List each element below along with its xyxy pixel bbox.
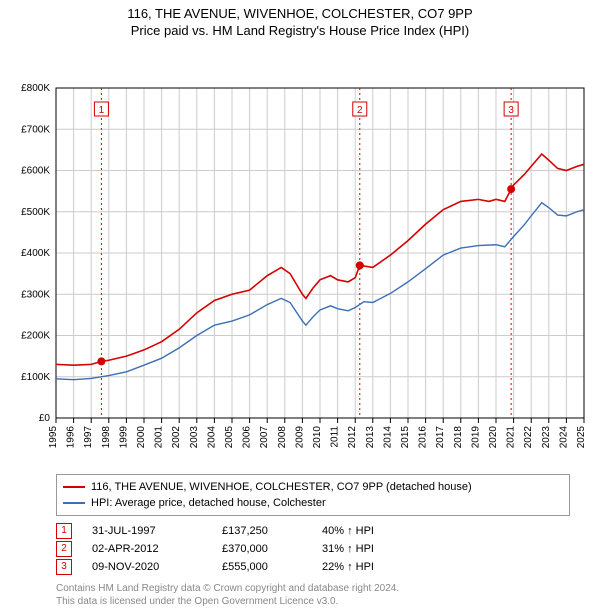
sales-price: £555,000 [222, 558, 322, 576]
sales-row-2: 2 02-APR-2012£370,00031% ↑ HPI [56, 540, 570, 558]
svg-text:1995: 1995 [48, 426, 59, 449]
attribution: Contains HM Land Registry data © Crown c… [56, 582, 570, 616]
svg-text:2016: 2016 [418, 426, 429, 449]
legend-swatch [63, 502, 85, 504]
svg-text:£0: £0 [39, 413, 51, 424]
legend-swatch [63, 486, 85, 488]
svg-text:2003: 2003 [189, 426, 200, 449]
svg-text:£800K: £800K [21, 83, 50, 94]
sales-price: £137,250 [222, 522, 322, 540]
sales-pct: 40% ↑ HPI [322, 522, 442, 540]
svg-text:2020: 2020 [488, 426, 499, 449]
chart-title-main: 116, THE AVENUE, WIVENHOE, COLCHESTER, C… [0, 6, 600, 21]
svg-text:2006: 2006 [242, 426, 253, 449]
legend-label: 116, THE AVENUE, WIVENHOE, COLCHESTER, C… [91, 479, 472, 495]
chart-title-sub: Price paid vs. HM Land Registry's House … [0, 23, 600, 38]
price-chart: £0 £100K £200K £300K £400K £500K £600K £700K £80… [0, 38, 600, 468]
svg-text:2011: 2011 [330, 426, 341, 448]
svg-text:2: 2 [357, 105, 363, 116]
sale-dot-1 [97, 357, 105, 365]
sales-row-1: 1 31-JUL-1997£137,25040% ↑ HPI [56, 522, 570, 540]
legend-item-1: HPI: Average price, detached house, Colc… [63, 495, 563, 511]
svg-text:£200K: £200K [21, 331, 50, 342]
svg-text:1: 1 [99, 105, 105, 116]
sales-price: £370,000 [222, 540, 322, 558]
svg-text:2021: 2021 [506, 426, 517, 449]
svg-text:2023: 2023 [541, 426, 552, 449]
svg-text:2025: 2025 [576, 426, 587, 449]
svg-text:2010: 2010 [312, 426, 323, 449]
sales-table: 1 31-JUL-1997£137,25040% ↑ HPI 2 02-APR-201… [56, 522, 570, 576]
sales-pct: 31% ↑ HPI [322, 540, 442, 558]
svg-text:2019: 2019 [470, 426, 481, 449]
svg-text:£500K: £500K [21, 207, 50, 218]
sales-date: 02-APR-2012 [92, 540, 222, 558]
svg-text:2005: 2005 [224, 426, 235, 449]
svg-text:2004: 2004 [206, 426, 217, 449]
svg-text:£300K: £300K [21, 289, 50, 300]
sale-dot-2 [356, 261, 364, 269]
svg-text:2008: 2008 [277, 426, 288, 449]
legend-label: HPI: Average price, detached house, Colc… [91, 495, 326, 511]
svg-text:2002: 2002 [171, 426, 182, 449]
attribution-line2: This data is licensed under the Open Gov… [56, 595, 570, 608]
sale-dot-3 [507, 185, 515, 193]
sales-date: 09-NOV-2020 [92, 558, 222, 576]
sales-pct: 22% ↑ HPI [322, 558, 442, 576]
svg-text:£700K: £700K [21, 124, 50, 135]
svg-text:1998: 1998 [101, 426, 112, 449]
svg-text:£600K: £600K [21, 166, 50, 177]
svg-text:£400K: £400K [21, 248, 50, 259]
svg-text:2015: 2015 [400, 426, 411, 449]
svg-text:2022: 2022 [523, 426, 534, 449]
svg-text:2013: 2013 [365, 426, 376, 449]
svg-text:2007: 2007 [259, 426, 270, 449]
svg-text:2024: 2024 [558, 426, 569, 449]
attribution-line1: Contains HM Land Registry data © Crown c… [56, 582, 570, 595]
sales-marker: 3 [56, 559, 72, 575]
svg-text:1996: 1996 [66, 426, 77, 449]
sales-marker: 1 [56, 523, 72, 539]
sales-marker: 2 [56, 541, 72, 557]
svg-text:2014: 2014 [382, 426, 393, 449]
svg-text:2009: 2009 [294, 426, 305, 449]
svg-text:£100K: £100K [21, 372, 50, 383]
svg-text:2001: 2001 [154, 426, 165, 449]
svg-text:2018: 2018 [453, 426, 464, 449]
svg-text:2000: 2000 [136, 426, 147, 449]
sales-row-3: 3 09-NOV-2020£555,00022% ↑ HPI [56, 558, 570, 576]
svg-text:2012: 2012 [347, 426, 358, 449]
svg-text:3: 3 [508, 105, 514, 116]
legend: 116, THE AVENUE, WIVENHOE, COLCHESTER, C… [56, 474, 570, 516]
svg-text:1997: 1997 [83, 426, 94, 449]
legend-item-0: 116, THE AVENUE, WIVENHOE, COLCHESTER, C… [63, 479, 563, 495]
svg-text:1999: 1999 [118, 426, 129, 449]
sales-date: 31-JUL-1997 [92, 522, 222, 540]
svg-text:2017: 2017 [435, 426, 446, 449]
